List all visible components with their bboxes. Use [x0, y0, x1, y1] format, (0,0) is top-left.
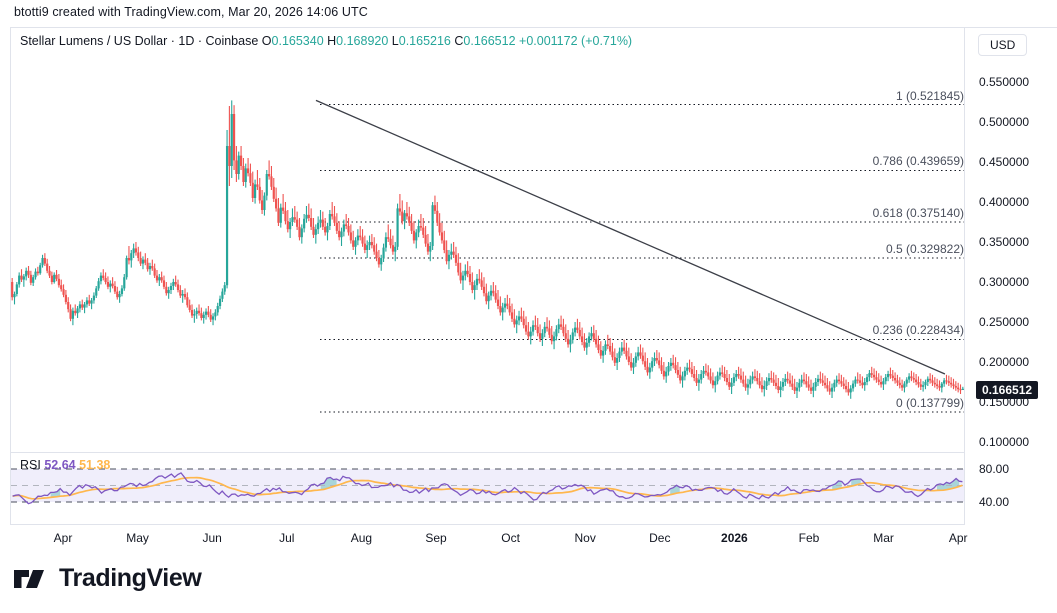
change-percent: (+0.71%)	[581, 34, 633, 48]
rsi-canvas	[11, 468, 964, 505]
fib-level-label: 1 (0.521845)	[895, 88, 964, 103]
time-tick: Jun	[202, 531, 222, 545]
rsi-legend: RSI 52.64 51.38	[20, 458, 110, 472]
price-tick: 0.500000	[979, 115, 1030, 129]
currency-button[interactable]: USD	[978, 34, 1028, 56]
time-tick: May	[126, 531, 149, 545]
price-tick: 0.350000	[979, 235, 1030, 249]
price-chart-pane[interactable]: 1 (0.521845) 0.786 (0.439659) 0.618 (0.375…	[11, 56, 964, 450]
pane-left-border	[10, 28, 11, 525]
time-tick: Apr	[53, 531, 73, 545]
tradingview-footer: TradingView	[14, 564, 202, 592]
time-scale[interactable]: Apr May Jun Jul Aug Sep Oct Nov Dec 2026 Feb Mar Apr	[11, 525, 968, 553]
fib-level-label: 0 (0.137799)	[895, 395, 964, 410]
high-key: H	[327, 34, 337, 48]
low-key: L	[391, 34, 399, 48]
open-key: O	[261, 34, 272, 48]
time-tick: Oct	[501, 531, 520, 545]
rsi-value: 52.64	[44, 458, 76, 472]
chart-legend: Stellar Lumens / US Dollar · 1D · Coinba…	[20, 33, 632, 49]
tradingview-logo-icon	[14, 569, 44, 588]
current-price-badge: 0.166512	[976, 380, 1039, 399]
price-tick: 0.100000	[979, 435, 1030, 449]
time-tick: Sep	[425, 531, 447, 545]
time-tick: Apr	[948, 531, 968, 545]
rsi-tick: 80.00	[979, 462, 1010, 476]
time-tick: Jul	[279, 531, 295, 545]
low-value: 0.165216	[398, 34, 451, 48]
rsi-pane[interactable]: RSI 52.64 51.38	[11, 455, 964, 525]
time-tick: Feb	[798, 531, 820, 545]
high-value: 0.168920	[336, 34, 389, 48]
price-tick: 0.300000	[979, 275, 1030, 289]
price-tick: 0.450000	[979, 155, 1030, 169]
change-value: +0.001172	[519, 34, 578, 48]
pane-separator	[10, 452, 964, 453]
open-value: 0.165340	[271, 34, 324, 48]
time-tick: 2026	[721, 531, 748, 545]
header-divider	[10, 27, 1057, 28]
tradingview-brand-text: TradingView	[59, 564, 202, 592]
rsi-tick: 40.00	[979, 495, 1010, 509]
price-tick: 0.200000	[979, 355, 1030, 369]
fib-level-label: 0.236 (0.228434)	[872, 323, 964, 338]
candlestick-canvas	[11, 99, 964, 413]
price-scale[interactable]: USD 0.550000 0.500000 0.450000 0.400000 0.35…	[965, 28, 1057, 525]
price-tick: 0.400000	[979, 195, 1030, 209]
price-tick: 0.250000	[979, 315, 1030, 329]
close-key: C	[454, 34, 464, 48]
fib-level-label: 0.5 (0.329822)	[885, 242, 964, 257]
rsi-ma-value: 51.38	[79, 458, 111, 472]
price-tick: 0.550000	[979, 75, 1030, 89]
close-value: 0.166512	[463, 34, 516, 48]
time-tick: Dec	[649, 531, 671, 545]
fib-level-label: 0.618 (0.375140)	[872, 205, 964, 220]
rsi-label[interactable]: RSI	[20, 458, 41, 472]
time-tick: Nov	[574, 531, 596, 545]
time-tick: Aug	[350, 531, 373, 545]
pricescale-border	[964, 28, 965, 525]
timescale-separator	[10, 524, 1057, 525]
fib-level-label: 0.786 (0.439659)	[872, 154, 964, 169]
time-tick: Mar	[873, 531, 894, 545]
symbol-label[interactable]: Stellar Lumens / US Dollar · 1D · Coinba…	[20, 34, 259, 48]
attribution-text: btotti9 created with TradingView.com, Ma…	[14, 5, 368, 19]
